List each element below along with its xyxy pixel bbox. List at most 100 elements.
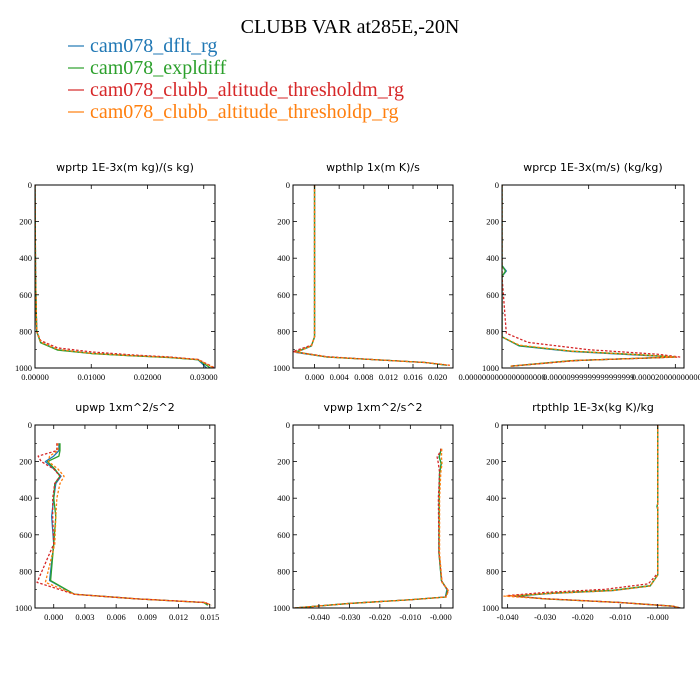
x-tick-label: 0.012 [379,372,398,382]
series-group [502,185,681,367]
x-tick-label: 0.03000 [190,372,218,382]
legend: cam078_dflt_rgcam078_expldiffcam078_club… [68,35,404,123]
y-tick-label: 200 [277,457,290,467]
y-tick-label: 0 [286,180,290,190]
panel-title: wprtp 1E-3x(m kg)/(s kg) [56,161,194,174]
series-group [503,425,681,608]
y-tick-label: 0 [286,420,290,430]
chart-panel: vpwp 1xm^2/s^2 0 200 400 600 800 1000 -0.040 -0.… [273,401,454,622]
series-line [294,448,450,608]
panel-title: rtpthlp 1E-3x(kg K)/kg [532,401,654,414]
x-tick-label: 0.008 [354,372,373,382]
series-group [35,185,215,368]
series-line [503,425,681,608]
y-tick-label: 600 [19,290,32,300]
x-tick-label: 0.00000 [21,372,49,382]
series-line [295,185,447,366]
y-tick-label: 400 [19,493,32,503]
series-line [35,185,208,368]
y-tick-label: 1000 [273,363,290,373]
series-line [294,448,449,608]
x-tick-label: -0.040 [497,612,519,622]
y-tick-label: 600 [277,290,290,300]
series-line [293,185,450,366]
y-tick-label: 400 [486,253,499,263]
legend-label: cam078_dflt_rg [90,35,217,57]
legend-entry: cam078_expldiff [68,57,227,79]
x-tick-label: -0.030 [338,612,360,622]
figure-title: CLUBB VAR at285E,-20N [241,16,460,38]
y-tick-label: 600 [19,530,32,540]
series-line [46,443,209,606]
y-tick-label: 200 [486,457,499,467]
x-tick-label: 0.016 [403,372,422,382]
plot-frame [34,184,216,369]
x-tick-label: 0.0000200000000000000 [632,372,700,382]
plot-frame [501,184,685,369]
legend-entry: cam078_dflt_rg [68,35,217,57]
y-tick-label: 800 [486,326,499,336]
x-tick-label: 0.000 [305,372,324,382]
legend-entry: cam078_clubb_altitude_thresholdp_rg [68,101,398,123]
panel-title: upwp 1xm^2/s^2 [75,401,175,414]
x-tick-label: 0.000 [44,612,63,622]
series-group [294,448,450,608]
series-line [44,443,213,606]
series-line [35,185,215,368]
x-tick-label: 0.02000 [134,372,162,382]
series-line [35,185,215,368]
legend-label: cam078_clubb_altitude_thresholdm_rg [90,79,404,101]
x-tick-label: -0.010 [609,612,631,622]
series-line [295,185,450,366]
y-tick-label: 800 [277,566,290,576]
series-line [44,443,209,606]
plot-frame [501,424,685,609]
series-line [514,425,681,608]
x-tick-label: 0.003 [75,612,94,622]
legend-label: cam078_clubb_altitude_thresholdp_rg [90,101,398,123]
series-line [514,425,681,608]
x-tick-label: -0.040 [308,612,330,622]
panel-title: vpwp 1xm^2/s^2 [323,401,422,414]
plot-frame [292,424,454,609]
x-tick-label: -0.020 [572,612,594,622]
y-tick-label: 1000 [273,603,290,613]
plot-frame [34,424,216,609]
panel-title: wpthlp 1x(m K)/s [326,161,420,174]
y-tick-label: 200 [19,217,32,227]
y-tick-label: 400 [277,253,290,263]
chart-panel: wprtp 1E-3x(m kg)/(s kg) 0 200 400 600 800 100… [15,161,218,382]
y-tick-label: 400 [486,493,499,503]
y-tick-label: 1000 [482,603,499,613]
x-tick-label: 0.01000 [77,372,105,382]
series-line [36,443,211,606]
legend-label: cam078_expldiff [90,57,227,79]
y-tick-label: 0 [28,420,32,430]
y-tick-label: 600 [486,290,499,300]
chart-panel: upwp 1xm^2/s^2 0 200 400 600 800 1000 0.000 0.00… [15,401,219,622]
x-tick-label: 0.006 [107,612,126,622]
x-tick-label: -0.010 [399,612,421,622]
y-tick-label: 800 [19,326,32,336]
panels-grid: wprtp 1E-3x(m kg)/(s kg) 0 200 400 600 800 100… [15,161,700,622]
plot-frame [292,184,454,369]
x-tick-label: 0.015 [200,612,219,622]
x-tick-label: 0.004 [330,372,350,382]
y-tick-label: 1000 [15,363,32,373]
legend-entry: cam078_clubb_altitude_thresholdm_rg [68,79,404,101]
x-tick-label: -0.000 [430,612,452,622]
series-line [294,448,450,608]
series-line [295,185,447,366]
y-tick-label: 600 [486,530,499,540]
y-tick-label: 800 [19,566,32,576]
series-line [502,185,676,367]
series-line [502,185,681,367]
chart-panel: rtpthlp 1E-3x(kg K)/kg02004006008001000-… [482,401,685,622]
y-tick-label: 400 [19,253,32,263]
y-tick-label: 200 [19,457,32,467]
x-tick-label: 0.00000999999999999999 [543,372,634,382]
series-line [35,185,211,368]
series-line [502,185,676,367]
series-group [36,443,213,606]
